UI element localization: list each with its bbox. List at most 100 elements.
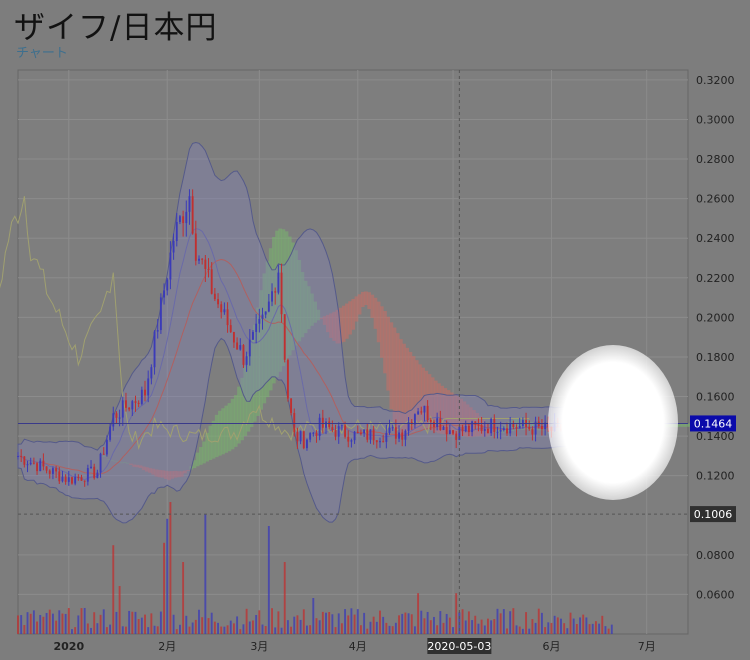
candle-body	[213, 293, 216, 300]
candlesticks	[17, 189, 613, 487]
candle-body	[80, 477, 83, 481]
volume-bar	[328, 612, 331, 634]
cloud-segment	[411, 356, 416, 433]
candle-body	[502, 428, 505, 431]
candle-body	[188, 196, 191, 212]
x-axis: 20202月3月4月5月6月7月	[53, 640, 655, 653]
volume-bar	[290, 626, 293, 634]
volume-bar	[261, 624, 264, 634]
candle-body	[264, 311, 267, 315]
candle-body	[509, 423, 512, 434]
candle-body	[255, 323, 258, 332]
candle-body	[452, 430, 454, 434]
volume-bar	[544, 627, 547, 634]
volume-bar	[521, 628, 524, 634]
cloud-segment	[284, 231, 289, 361]
volume-bar	[321, 611, 324, 634]
cloud-segment	[459, 398, 464, 436]
cloud-segment	[646, 426, 651, 429]
lagging-span-line	[0, 196, 530, 450]
candle-body	[29, 462, 32, 465]
volume-bar	[236, 616, 239, 634]
volume-bar	[512, 608, 515, 634]
cloud-segment	[399, 339, 403, 435]
candle-body	[382, 441, 385, 443]
cloud-segment	[535, 426, 540, 431]
candle-body	[610, 418, 613, 420]
candle-body	[283, 314, 286, 360]
candle-body	[137, 402, 140, 404]
volume-bar	[58, 610, 61, 634]
candle-body	[375, 440, 378, 443]
candle-body	[156, 330, 159, 332]
candle-body	[467, 425, 470, 433]
volume-bar	[528, 628, 531, 634]
candle-body	[302, 431, 305, 449]
volume-bar	[112, 545, 115, 634]
candle-body	[172, 241, 175, 253]
cloud-segment	[246, 353, 251, 432]
volume-bar	[267, 526, 270, 634]
candle-body	[407, 422, 410, 431]
cloud-segment	[332, 311, 337, 341]
volume-bar	[204, 514, 207, 634]
candle-body	[163, 290, 166, 298]
cloud-segment	[345, 303, 349, 339]
volume-bar	[286, 620, 289, 634]
candle-body	[45, 466, 48, 471]
candle-body	[118, 417, 121, 419]
cloud-segment	[437, 383, 441, 434]
candle-body	[531, 429, 534, 435]
last-price-badge	[690, 415, 736, 432]
cloud-segment	[430, 377, 435, 431]
candle-body	[442, 426, 445, 430]
cloud-segment	[205, 432, 210, 462]
candle-body	[93, 466, 96, 479]
cloud-segment	[294, 250, 298, 346]
volume-bar	[26, 612, 29, 634]
cloud-segment	[484, 423, 489, 437]
candle-body	[159, 297, 162, 331]
chart-tab-link[interactable]: チャート	[16, 46, 68, 61]
volume-bar	[315, 618, 318, 634]
volume-bar	[540, 612, 543, 634]
volume-bar	[429, 620, 432, 634]
volume-bar	[563, 623, 566, 634]
volume-bar	[169, 502, 172, 634]
volume-bar	[560, 618, 562, 634]
candle-body	[401, 432, 404, 440]
candle-body	[55, 468, 58, 472]
volume-bar	[610, 624, 613, 634]
volume-bar	[331, 614, 334, 634]
cloud-segment	[468, 407, 473, 438]
volume-bar	[417, 593, 420, 634]
candle-body	[426, 405, 429, 420]
candle-body	[331, 427, 334, 431]
volume-bar	[401, 613, 404, 634]
cloud-segment	[338, 307, 343, 344]
volume-bar	[277, 611, 280, 634]
y-tick-label: 0.2600	[696, 193, 735, 206]
candle-body	[83, 480, 86, 482]
candle-body	[404, 430, 407, 440]
candle-body	[591, 426, 594, 433]
y-tick-label: 0.0600	[696, 588, 735, 601]
cloud-segment	[259, 290, 264, 410]
volume-bar	[210, 612, 213, 634]
volume-bar	[166, 518, 169, 634]
cloud-segment	[195, 452, 200, 467]
cloud-segment	[634, 427, 638, 429]
cloud-segment	[507, 421, 511, 432]
volume-bar	[518, 626, 521, 634]
candle-body	[464, 425, 467, 432]
cloud-segment	[478, 416, 483, 437]
cloud-segment	[360, 291, 365, 308]
cloud-segment	[192, 460, 197, 469]
cloud-segment	[424, 370, 429, 429]
ichimoku-cloud	[100, 228, 692, 481]
volume-bar	[51, 613, 54, 634]
cloud-segment	[132, 464, 136, 467]
candle-body	[274, 291, 277, 293]
candle-body	[372, 429, 375, 441]
